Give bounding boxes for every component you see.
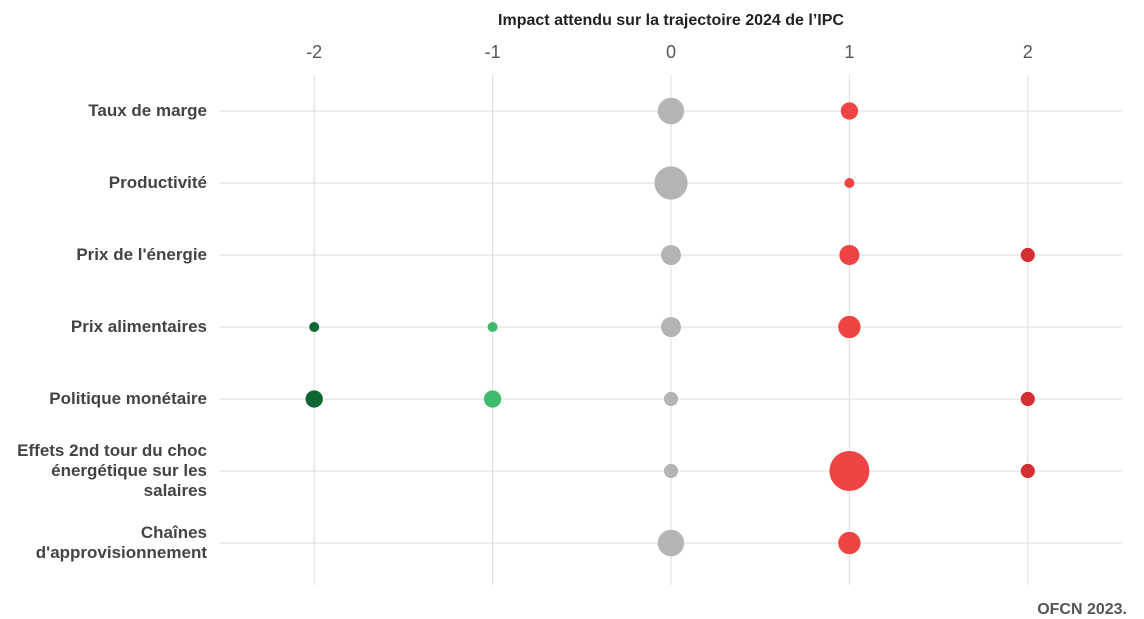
chart-title: Impact attendu sur la trajectoire 2024 d… [498,12,844,29]
y-tick-label: Prix de l'énergie [76,245,207,264]
source: OFCN 2023. [1037,601,1127,618]
bubble [654,166,688,200]
bubble [309,322,320,332]
x-tick-label: 1 [844,42,854,62]
x-tick-label: 2 [1023,42,1033,62]
x-tick-label: -2 [306,42,322,62]
y-tick-label: Politique monétaire [49,389,207,408]
bubble [657,529,685,557]
bubble [657,97,685,125]
bubble [661,317,681,337]
bubble [840,102,859,120]
bubble [838,531,861,555]
bubble [305,390,323,408]
bubble [829,451,870,491]
bubble [844,178,855,188]
bubble [838,315,861,339]
y-tick-label: Chaînes d'approvisionnement [35,523,207,562]
y-tick-label: Productivité [108,173,207,192]
x-tick-label: 0 [666,42,676,62]
bubble [1020,247,1035,263]
bubble [1020,391,1035,407]
bubble [839,245,860,265]
bubble [663,391,679,407]
bubble [1020,463,1035,479]
bubble [663,463,679,479]
y-tick-label: Effets 2nd tour du choc énergétique sur … [17,441,207,500]
x-tick-label: -1 [485,42,501,62]
y-tick-label: Prix alimentaires [70,317,207,336]
bubble [661,245,681,265]
y-tick-label: Taux de marge [88,101,207,120]
bubble [483,390,502,408]
bubble [487,322,498,332]
